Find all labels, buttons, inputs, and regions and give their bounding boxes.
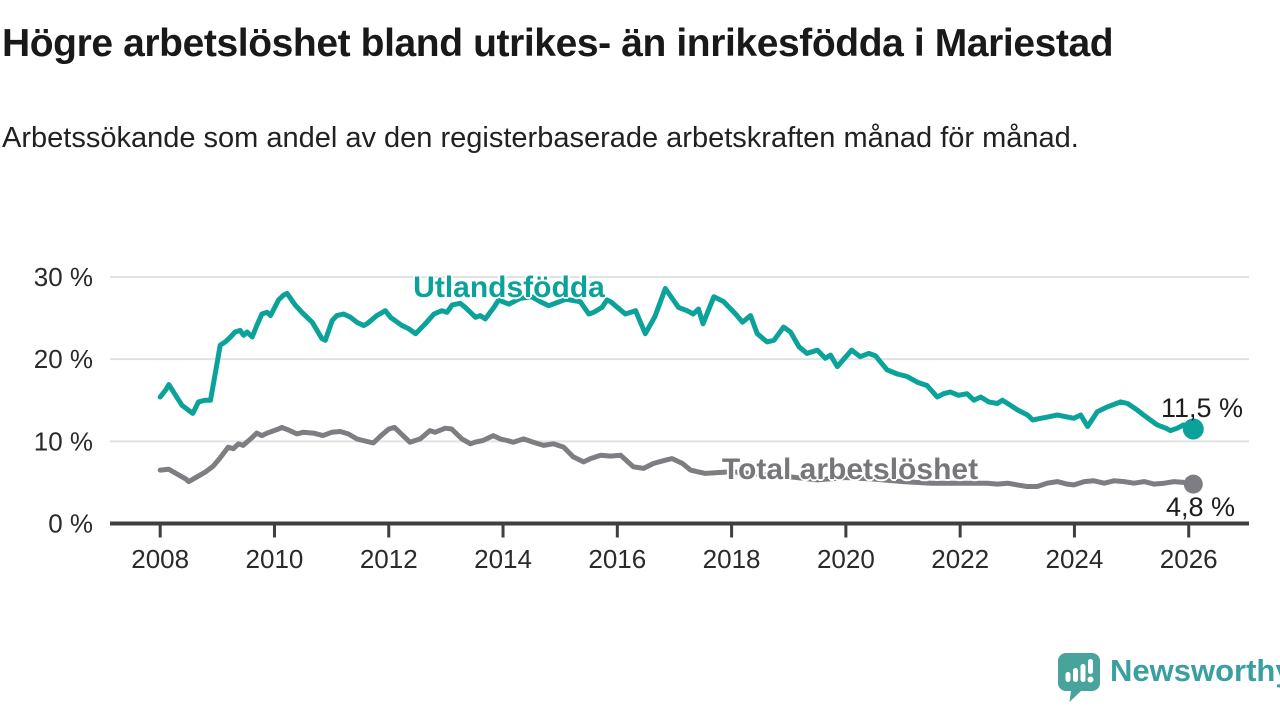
logo-exclamation-dot [1087, 676, 1094, 683]
y-tick-label-30: 30 % [34, 262, 93, 292]
x-tick-label-2010: 2010 [246, 544, 304, 574]
end-value-label-utlandsfodda: 11,5 % [1161, 393, 1244, 423]
series-end-dot-total [1183, 474, 1203, 494]
logo-bar-3 [1080, 664, 1086, 682]
series-end-dot-utlandsfodda [1182, 418, 1204, 440]
y-tick-label-0: 0 % [48, 509, 93, 539]
x-tick-label-2012: 2012 [360, 544, 418, 574]
end-value-label-total: 4,8 % [1166, 492, 1236, 522]
x-tick-label-2016: 2016 [588, 544, 646, 574]
x-tick-label-2024: 2024 [1046, 544, 1104, 574]
newsworthy-logo-icon [1058, 653, 1100, 702]
x-tick-label-2018: 2018 [703, 544, 761, 574]
logo-exclamation-bar [1088, 659, 1093, 674]
logo-bar-1 [1065, 672, 1071, 682]
x-tick-label-2022: 2022 [931, 544, 989, 574]
x-tick-label-2008: 2008 [131, 544, 189, 574]
y-tick-label-10: 10 % [34, 426, 93, 456]
branding: Newsworthy [1056, 651, 1280, 703]
chart-subtitle: Arbetssökande som andel av den registerb… [2, 122, 1079, 154]
series-line-total [157, 424, 1196, 489]
branding-name: Newsworthy [1110, 653, 1280, 688]
x-tick-label-2014: 2014 [474, 544, 532, 574]
logo-bubble [1058, 653, 1100, 702]
series-line-utlandsfodda [157, 286, 1196, 434]
y-tick-label-20: 20 % [34, 344, 93, 374]
x-tick-label-2026: 2026 [1160, 544, 1218, 574]
series-label-utlandsfodda: Utlandsfödda [413, 271, 605, 304]
logo-bar-2 [1073, 668, 1078, 682]
x-tick-label-2020: 2020 [817, 544, 875, 574]
series-label-total-arbetsloshet: Total arbetslöshet [721, 453, 979, 486]
page-title: Högre arbetslöshet bland utrikes- än inr… [2, 22, 1114, 65]
